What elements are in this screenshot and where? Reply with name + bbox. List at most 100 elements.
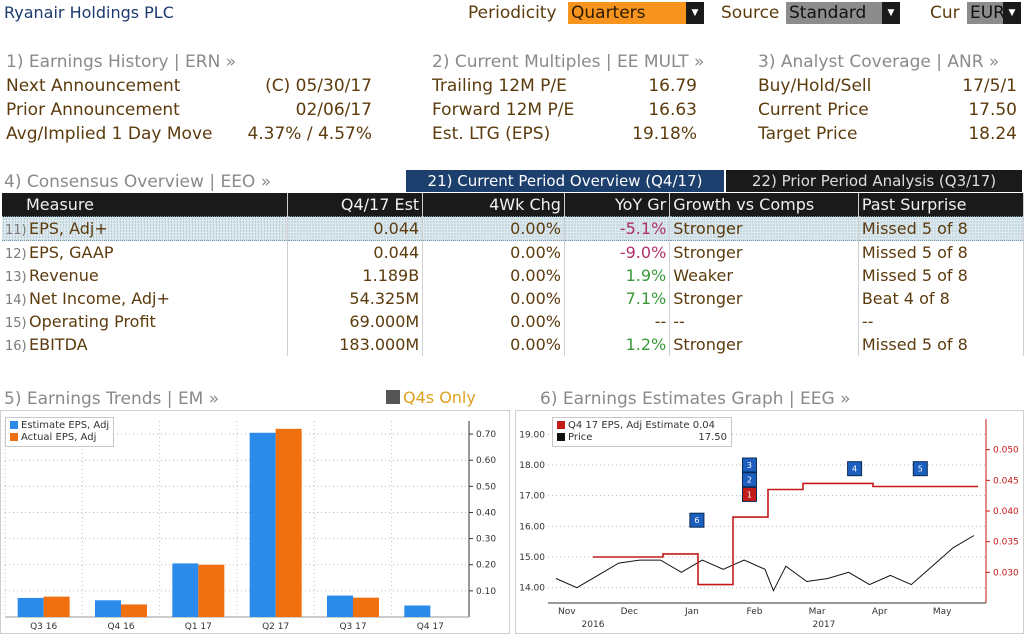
avg-move-label: Avg/Implied 1 Day Move [6,124,213,144]
table-row[interactable]: 11) EPS, Adj+ 0.044 0.00% -5.1% Stronger … [2,216,1024,241]
legend-item-estimate: Q4 17 EPS, Adj Estimate 0.04 [557,420,727,432]
surprise-cell: Missed 5 of 8 [858,333,1024,356]
measure-cell: Operating Profit [29,312,156,331]
y-tick-label: 0.70 [476,430,496,440]
legend-price-label: Price [568,432,593,443]
earnings-history-title[interactable]: 1) Earnings History | ERN » [6,52,237,72]
next-announcement-value: (C) 05/30/17 [265,76,372,96]
chevron-down-icon: ▼ [686,2,704,24]
periodicity-dropdown[interactable]: Quarters ▼ [568,2,704,24]
est-cell: 69.000M [287,310,424,333]
estimate-bar [404,605,431,617]
event-marker [741,457,757,473]
prior-announcement-value: 02/06/17 [295,100,372,120]
tab-prior-period[interactable]: 22) Prior Period Analysis (Q3/17) [726,170,1022,192]
y-tick-label: 0.30 [476,535,496,545]
x-tick-label: Feb [747,607,763,617]
ltg-label: Est. LTG (EPS) [432,124,551,144]
left-tick-label: 17.00 [519,492,545,502]
column-header-past-surprise[interactable]: Past Surprise [858,193,1024,217]
column-header-growth-vs-comps[interactable]: Growth vs Comps [669,193,859,217]
column-header-measure[interactable]: Measure [2,193,288,217]
x-tick-label: May [933,607,952,617]
chg-cell: 0.00% [422,216,565,241]
price-line [555,535,975,592]
estimate-bar [95,600,121,617]
line-chart-legend: Q4 17 EPS, Adj Estimate 0.04 Price 17.50 [552,417,732,447]
est-cell: 54.325M [287,287,424,310]
earnings-graph-title[interactable]: 6) Earnings Estimates Graph | EEG » [540,389,851,409]
actual-bar [198,564,225,617]
q4s-only-toggle[interactable]: Q4s Only [403,388,476,407]
earnings-trends-title[interactable]: 5) Earnings Trends | EM » [4,389,220,409]
table-row[interactable]: 15) Operating Profit 69.000M 0.00% -- -- … [2,310,1024,333]
measure-cell: EPS, GAAP [29,243,114,262]
x-tick-label: Q3 17 [339,622,366,632]
trailing-pe-value: 16.79 [648,76,697,96]
chg-cell: 0.00% [422,333,565,356]
event-marker-label: 4 [852,465,857,474]
x-tick-label: Nov [558,607,576,617]
chevron-down-icon: ▼ [882,2,900,24]
right-tick-label: 0.040 [993,507,1019,517]
estimate-bar [249,432,276,617]
bar-chart-legend: Estimate EPS, Adj Actual EPS, Adj [5,417,115,447]
column-header-yoy-gr[interactable]: YoY Gr [564,193,671,217]
estimate-bar [17,597,44,617]
ltg-value: 19.18% [632,124,697,144]
yoy-cell: 1.9% [564,264,671,287]
tab-current-period[interactable]: 21) Current Period Overview (Q4/17) [406,170,724,192]
next-announcement-label: Next Announcement [6,76,181,96]
left-tick-label: 15.00 [519,553,545,563]
forward-pe-value: 16.63 [648,100,697,120]
currency-dropdown[interactable]: EUR ▼ [967,2,1021,24]
column-header-est[interactable]: Q4/17 Est [287,193,424,217]
x-tick-label: Dec [621,607,638,617]
x-tick-label: Q4 16 [107,622,134,632]
checkbox-icon[interactable] [386,390,400,404]
chg-cell: 0.00% [422,264,565,287]
chg-cell: 0.00% [422,310,565,333]
price-swatch [557,433,565,441]
table-row[interactable]: 14) Net Income, Adj+ 54.325M 0.00% 7.1% S… [2,287,1024,310]
analyst-coverage-title[interactable]: 3) Analyst Coverage | ANR » [758,52,1000,72]
x-tick-label: Q4 17 [417,622,444,632]
x-tick-label: Jan [684,607,699,617]
target-price-value: 18.24 [968,124,1017,144]
source-label: Source [721,3,780,23]
x-tick-label: Mar [809,607,826,617]
legend-estimate-value: 0.04 [692,420,715,431]
estimate-swatch [557,421,565,429]
measure-cell: Net Income, Adj+ [29,289,170,308]
legend-item-actual: Actual EPS, Adj [10,432,109,444]
earnings-trends-chart-panel: 0.10 0.20 0.30 0.40 0.50 0.60 0.70 Q3 16 Q4 16 Q1… [0,410,510,634]
periodicity-label: Periodicity [468,3,557,23]
estimate-bar [172,563,199,617]
actual-bar [121,604,147,617]
event-marker [741,486,757,502]
table-row[interactable]: 16) EBITDA 183.000M 0.00% 1.2% Stronger M… [2,333,1024,356]
event-marker [912,461,928,477]
current-multiples-title[interactable]: 2) Current Multiples | EE MULT » [432,52,705,72]
actual-bar [43,596,70,617]
y-tick-label: 0.10 [476,587,496,597]
earnings-estimates-chart: 14.00 15.00 16.00 17.00 18.00 19.00 0.030 0.035… [519,419,1019,630]
table-row[interactable]: 13) Revenue 1.189B 0.00% 1.9% Weaker Miss… [2,264,1024,287]
prior-announcement-label: Prior Announcement [6,100,180,120]
buy-hold-sell-label: Buy/Hold/Sell [758,76,872,96]
comps-cell: Stronger [669,216,859,241]
company-name: Ryanair Holdings PLC [4,3,174,22]
source-dropdown[interactable]: Standard ▼ [786,2,900,24]
left-tick-label: 14.00 [519,584,545,594]
surprise-cell: Missed 5 of 8 [858,216,1024,241]
row-number: 14) [5,293,27,308]
est-cell: 1.189B [287,264,424,287]
event-marker-label: 3 [747,461,752,470]
table-row[interactable]: 12) EPS, GAAP 0.044 0.00% -9.0% Stronger … [2,240,1024,264]
consensus-title[interactable]: 4) Consensus Overview | EEO » [4,172,272,192]
column-header-4wk-chg[interactable]: 4Wk Chg [422,193,565,217]
trailing-pe-label: Trailing 12M P/E [432,76,567,96]
legend-estimate-label: Estimate EPS, Adj [21,420,110,431]
surprise-cell: Beat 4 of 8 [858,287,1024,310]
current-price-value: 17.50 [968,100,1017,120]
